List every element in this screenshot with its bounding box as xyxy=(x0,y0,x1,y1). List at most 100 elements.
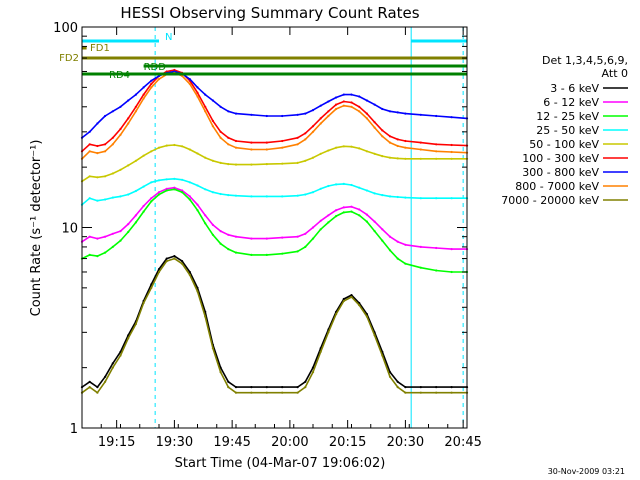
data-point xyxy=(234,391,238,394)
data-point xyxy=(157,193,161,196)
data-point xyxy=(204,222,207,225)
data-point xyxy=(419,113,422,116)
data-point xyxy=(134,159,137,162)
data-point xyxy=(358,147,361,150)
data-point xyxy=(358,186,361,189)
data-point xyxy=(219,130,222,133)
data-point xyxy=(350,101,353,104)
data-point xyxy=(119,239,122,242)
data-point xyxy=(150,82,153,85)
data-point xyxy=(396,138,399,141)
data-point xyxy=(142,154,145,157)
flag-label-fd2: FD2 xyxy=(59,53,79,64)
data-point xyxy=(88,197,91,200)
data-point xyxy=(342,145,345,148)
data-point xyxy=(265,163,268,166)
data-point xyxy=(281,162,284,165)
data-point xyxy=(188,270,191,274)
data-point xyxy=(335,103,338,106)
data-point xyxy=(157,146,161,149)
data-point xyxy=(296,194,299,197)
data-point xyxy=(196,91,199,94)
data-point xyxy=(150,150,153,153)
series-line-2 xyxy=(81,188,467,273)
data-point xyxy=(342,297,345,301)
data-point xyxy=(388,235,392,238)
data-point xyxy=(88,386,91,389)
data-point xyxy=(227,386,230,389)
data-point xyxy=(335,146,338,149)
data-point xyxy=(373,103,376,106)
data-point xyxy=(304,232,307,235)
data-point xyxy=(88,235,91,238)
data-point xyxy=(381,107,384,111)
data-point xyxy=(450,391,453,394)
data-point xyxy=(181,260,184,263)
data-point xyxy=(265,253,268,256)
data-point xyxy=(373,230,376,233)
data-point xyxy=(350,93,353,96)
data-point xyxy=(396,257,399,260)
data-point xyxy=(219,242,222,245)
data-point xyxy=(227,110,230,113)
x-tick-label: 20:15 xyxy=(329,435,366,450)
data-point xyxy=(319,104,322,107)
data-point xyxy=(281,236,284,239)
data-point xyxy=(296,250,299,253)
data-point xyxy=(219,371,222,374)
series-line-4 xyxy=(81,144,467,182)
flag-layer: N FD1 FD2 RD4 RDD xyxy=(59,32,467,81)
chart-title: HESSI Observing Summary Count Rates xyxy=(120,4,419,22)
legend-label-0: 3 - 6 keV xyxy=(550,82,599,95)
data-point xyxy=(265,148,268,151)
data-point xyxy=(404,196,407,199)
data-point xyxy=(265,237,268,240)
data-point xyxy=(396,240,399,243)
data-point xyxy=(388,371,392,374)
data-point xyxy=(134,93,137,96)
data-point xyxy=(234,235,238,238)
data-point xyxy=(173,188,176,191)
data-point xyxy=(358,105,361,108)
data-point xyxy=(327,331,330,334)
data-point xyxy=(265,391,268,394)
x-tick-label: 19:30 xyxy=(156,435,193,450)
data-point xyxy=(88,143,91,146)
data-point xyxy=(104,375,107,378)
data-point xyxy=(419,141,422,144)
data-point xyxy=(119,168,122,171)
x-axis-label: Start Time (04-Mar-07 19:06:02) xyxy=(175,456,386,471)
data-point xyxy=(335,107,338,111)
data-point xyxy=(396,386,399,389)
data-point xyxy=(335,209,338,212)
data-point xyxy=(342,299,345,303)
data-point xyxy=(165,178,168,181)
data-point xyxy=(173,186,176,189)
flag-label-rdd: RDD xyxy=(144,62,167,73)
data-point xyxy=(450,270,453,274)
data-point xyxy=(111,110,114,113)
data-point xyxy=(173,255,176,258)
data-point xyxy=(142,210,145,213)
data-point xyxy=(281,146,284,149)
data-point xyxy=(219,136,222,139)
data-point xyxy=(211,347,214,350)
data-point xyxy=(350,183,353,187)
data-point xyxy=(304,380,307,383)
data-point xyxy=(204,188,207,191)
data-point xyxy=(327,110,330,113)
data-point xyxy=(319,350,322,353)
data-point xyxy=(404,139,407,143)
data-point xyxy=(373,220,376,223)
data-point xyxy=(342,93,345,96)
data-point xyxy=(404,112,407,115)
data-point xyxy=(188,198,191,201)
data-point xyxy=(196,203,199,206)
data-point xyxy=(281,139,284,143)
data-point xyxy=(250,141,253,144)
series-group-0 xyxy=(80,255,469,389)
data-point xyxy=(311,371,315,374)
data-point xyxy=(111,366,114,369)
data-point xyxy=(435,150,438,153)
data-point xyxy=(365,189,368,192)
